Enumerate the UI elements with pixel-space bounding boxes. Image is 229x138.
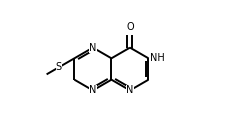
Text: N: N: [126, 85, 133, 95]
Text: NH: NH: [149, 53, 164, 63]
Text: O: O: [126, 22, 133, 32]
Text: S: S: [55, 62, 61, 72]
Text: N: N: [89, 43, 96, 53]
Text: N: N: [89, 85, 96, 95]
